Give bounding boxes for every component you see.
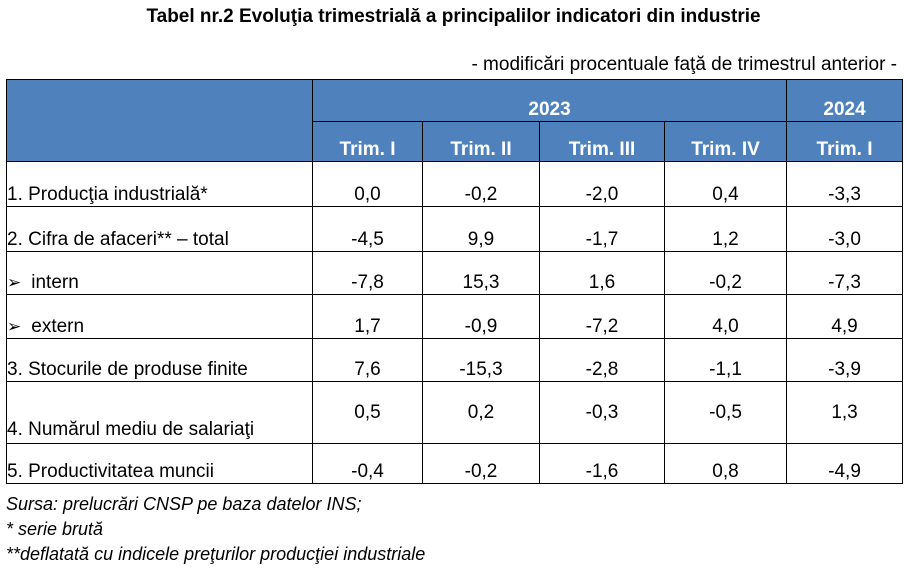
table-cell: 0,5: [312, 381, 423, 444]
table-cell: -0,2: [663, 251, 788, 295]
table-cell: -3,3: [786, 161, 904, 207]
table-cell: -1,1: [663, 338, 788, 382]
table-cell: -0,9: [422, 294, 540, 339]
table-cell: 1,7: [312, 294, 423, 339]
row-label-cell: ➢ intern: [6, 251, 313, 295]
table-cell: -7,2: [539, 294, 665, 339]
table-cell: -2,8: [539, 338, 665, 382]
row-label: 5. Productivitatea muncii: [6, 443, 313, 484]
row-label-cell: ➢ extern: [6, 294, 313, 339]
table-row: 2. Cifra de afaceri** – total -4,5 9,9 -…: [6, 206, 904, 252]
table-row: ➢ intern -7,8 15,3 1,6 -0,2 -7,3: [6, 251, 904, 295]
table-cell: 1,3: [786, 381, 904, 444]
table-cell: 0,4: [663, 161, 788, 207]
header-quarter: Trim. I: [786, 121, 904, 162]
header-year-2023: 2023: [311, 79, 788, 122]
table-cell: 1,2: [663, 206, 788, 252]
table-cell: -0,2: [422, 161, 540, 207]
header-quarter: Trim. I: [312, 121, 423, 162]
row-label: 4. Numărul mediu de salariaţi: [6, 381, 313, 444]
table-cell: 9,9: [422, 206, 540, 252]
table-cell: -0,3: [539, 381, 665, 444]
table-cell: -1,7: [539, 206, 665, 252]
table-cell: 0,2: [422, 381, 540, 444]
table-cell: -0,5: [663, 381, 788, 444]
row-label: extern: [31, 316, 85, 337]
table-row: 3. Stocurile de produse finite 7,6 -15,3…: [6, 338, 904, 382]
table-cell: -3,0: [786, 206, 904, 252]
table-cell: 0,0: [312, 161, 423, 207]
arrow-bullet-icon: ➢: [7, 273, 22, 292]
table-cell: -0,2: [422, 443, 540, 484]
row-label: 3. Stocurile de produse finite: [6, 338, 313, 382]
table-cell: 1,6: [539, 251, 665, 295]
table-row: 5. Productivitatea muncii -0,4 -0,2 -1,6…: [6, 443, 904, 484]
header-row-quarters: Trim. I Trim. II Trim. III Trim. IV Trim…: [7, 121, 904, 162]
row-label: 1. Producţia industrială*: [6, 161, 313, 207]
footnotes: Sursa: prelucrări CNSP pe baza datelor I…: [6, 492, 425, 567]
header-quarter: Trim. III: [539, 121, 665, 162]
table-cell: 15,3: [422, 251, 540, 295]
header-quarter: Trim. IV: [663, 121, 788, 162]
header-quarter: Trim. II: [422, 121, 540, 162]
table-cell: -7,8: [312, 251, 423, 295]
table-title: Tabel nr.2 Evoluţia trimestrială a princ…: [146, 6, 761, 27]
table-cell: -3,9: [786, 338, 904, 382]
footnote-deflated: **deflatată cu indicele preţurilor produ…: [6, 544, 426, 564]
header-blank-cell: [6, 79, 313, 162]
footnote-raw-series: * serie brută: [6, 519, 104, 539]
table-cell: 0,8: [663, 443, 788, 484]
table-cell: -1,6: [539, 443, 665, 484]
table-cell: -7,3: [786, 251, 904, 295]
table-cell: -2,0: [539, 161, 665, 207]
table-cell: -0,4: [312, 443, 423, 484]
table-row: 4. Numărul mediu de salariaţi 0,5 0,2 -0…: [6, 381, 904, 444]
table-cell: 4,9: [786, 294, 904, 339]
row-label: intern: [31, 272, 79, 293]
header-year-2024: 2024: [786, 79, 904, 122]
table-cell: -15,3: [422, 338, 540, 382]
table-cell: -4,9: [786, 443, 904, 484]
arrow-bullet-icon: ➢: [7, 317, 22, 336]
footnote-source: Sursa: prelucrări CNSP pe baza datelor I…: [6, 494, 362, 514]
table-cell: -4,5: [312, 206, 423, 252]
table-cell: 7,6: [312, 338, 423, 382]
row-label: 2. Cifra de afaceri** – total: [6, 206, 313, 252]
header-row-years: 2023 2024: [6, 79, 904, 162]
table-row: ➢ extern 1,7 -0,9 -7,2 4,0 4,9: [6, 294, 904, 339]
table-cell: 4,0: [663, 294, 788, 339]
table-row: 1. Producţia industrială* 0,0 -0,2 -2,0 …: [6, 161, 904, 207]
indicators-table: 2023 2024 Trim. I Trim. II Trim. III Tri…: [6, 79, 904, 484]
table-subtitle: - modificări procentuale faţă de trimest…: [471, 54, 897, 75]
